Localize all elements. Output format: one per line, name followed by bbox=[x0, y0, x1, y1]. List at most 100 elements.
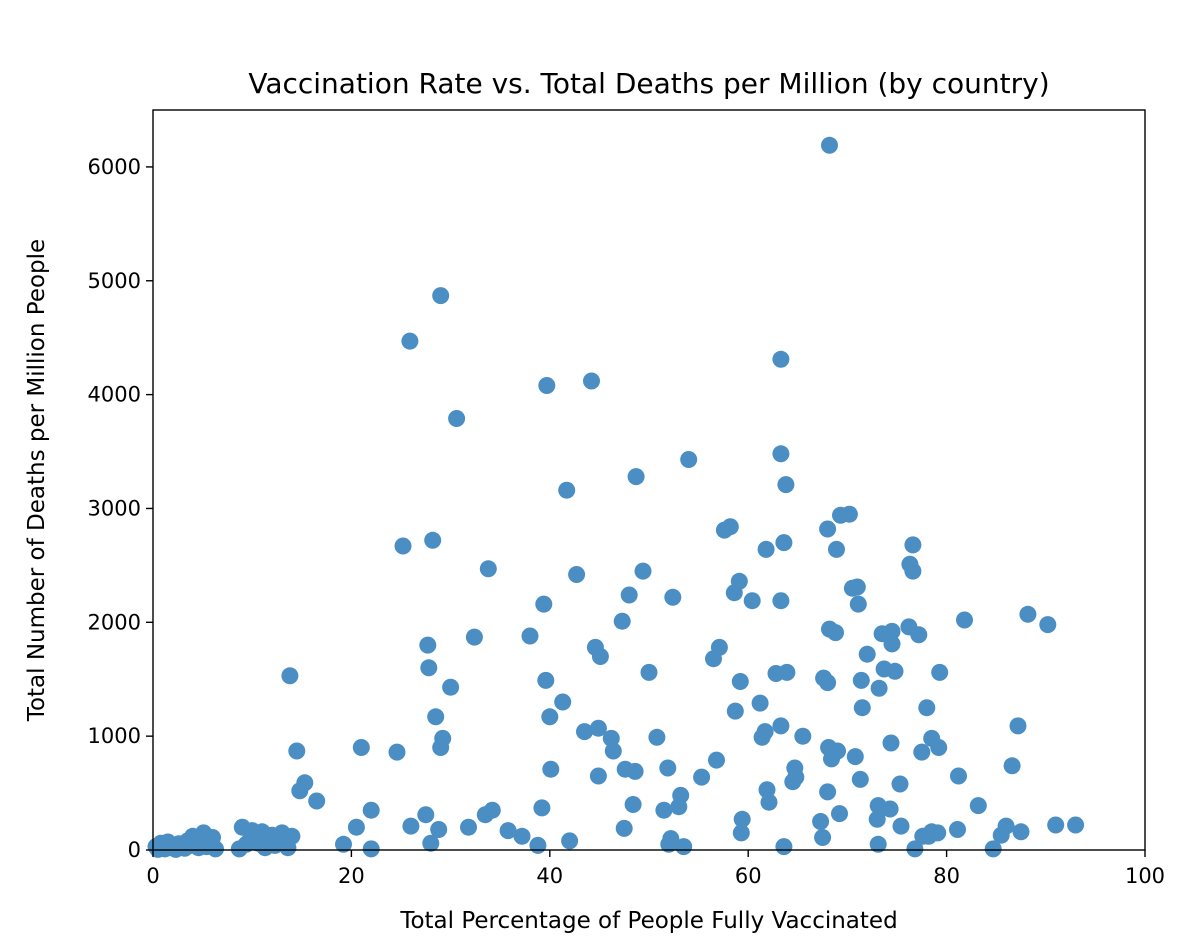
data-point bbox=[984, 840, 1002, 858]
data-point bbox=[420, 659, 438, 677]
data-point bbox=[858, 645, 876, 663]
data-point bbox=[430, 821, 448, 838]
data-point bbox=[708, 751, 725, 769]
data-point bbox=[721, 518, 739, 536]
data-point bbox=[760, 793, 778, 811]
data-point bbox=[910, 626, 928, 644]
data-point bbox=[828, 540, 845, 558]
y-tick-label: 3000 bbox=[88, 496, 141, 520]
data-point bbox=[1019, 605, 1037, 623]
data-point bbox=[733, 810, 751, 828]
data-point bbox=[288, 742, 306, 760]
data-point bbox=[417, 806, 435, 824]
data-point bbox=[819, 783, 837, 801]
data-point bbox=[513, 827, 531, 845]
data-point bbox=[583, 372, 600, 390]
data-point bbox=[819, 520, 837, 538]
data-point bbox=[870, 679, 888, 697]
data-point bbox=[756, 723, 774, 741]
data-point bbox=[362, 840, 380, 858]
data-point bbox=[731, 673, 749, 690]
data-point bbox=[906, 840, 924, 858]
data-point bbox=[542, 760, 560, 778]
data-point bbox=[499, 822, 517, 840]
data-point bbox=[402, 817, 420, 835]
data-point bbox=[918, 699, 936, 717]
data-point bbox=[627, 468, 645, 486]
data-point bbox=[589, 767, 607, 785]
data-point bbox=[434, 729, 452, 747]
data-point bbox=[153, 839, 171, 857]
data-point bbox=[680, 451, 698, 468]
data-point bbox=[533, 799, 551, 817]
data-point bbox=[465, 628, 483, 646]
y-tick-label: 5000 bbox=[88, 269, 141, 293]
data-point bbox=[558, 481, 576, 499]
data-point bbox=[730, 572, 748, 590]
data-point bbox=[777, 476, 795, 494]
data-point bbox=[904, 536, 922, 554]
data-point bbox=[576, 723, 593, 741]
data-point bbox=[352, 739, 370, 756]
y-tick-label: 1000 bbox=[88, 724, 141, 748]
data-point bbox=[664, 588, 682, 606]
data-point bbox=[394, 537, 412, 555]
data-point bbox=[812, 813, 830, 830]
y-tick-label: 0 bbox=[128, 838, 141, 862]
y-tick-label: 6000 bbox=[88, 155, 141, 179]
data-point bbox=[174, 838, 192, 856]
data-point bbox=[602, 729, 620, 747]
data-point bbox=[814, 829, 832, 846]
data-point bbox=[710, 638, 728, 656]
data-point bbox=[851, 770, 869, 788]
data-point bbox=[626, 762, 644, 780]
data-point bbox=[693, 768, 711, 786]
data-point bbox=[881, 800, 899, 818]
data-point bbox=[869, 835, 887, 853]
data-point bbox=[997, 817, 1015, 835]
y-tick-label: 2000 bbox=[88, 610, 141, 634]
data-point bbox=[335, 835, 352, 853]
x-axis-label: Total Percentage of People Fully Vaccina… bbox=[399, 908, 897, 934]
data-point bbox=[775, 838, 793, 856]
x-tick-label: 100 bbox=[1125, 864, 1165, 888]
data-point bbox=[427, 708, 445, 726]
data-point bbox=[853, 699, 871, 717]
data-point bbox=[772, 350, 790, 368]
data-point bbox=[883, 622, 901, 640]
data-point bbox=[1067, 816, 1085, 834]
data-point bbox=[868, 810, 886, 828]
data-point bbox=[648, 728, 666, 746]
data-point bbox=[787, 768, 805, 786]
data-point bbox=[821, 136, 838, 154]
data-point bbox=[442, 678, 460, 696]
data-point bbox=[521, 627, 539, 645]
data-point bbox=[904, 562, 922, 580]
data-point bbox=[537, 671, 555, 689]
data-point bbox=[362, 801, 380, 819]
data-point bbox=[483, 801, 501, 819]
data-point bbox=[1039, 616, 1057, 634]
scatter-points bbox=[147, 136, 1085, 858]
data-point bbox=[849, 595, 867, 613]
data-point bbox=[931, 663, 949, 681]
data-point bbox=[827, 624, 844, 642]
data-point bbox=[1003, 757, 1021, 775]
data-point bbox=[535, 595, 553, 613]
data-point bbox=[794, 727, 812, 745]
data-point bbox=[891, 775, 909, 793]
data-point bbox=[659, 759, 677, 777]
data-point bbox=[308, 792, 326, 810]
data-point bbox=[620, 586, 638, 604]
data-point bbox=[640, 663, 658, 681]
data-point bbox=[819, 674, 837, 692]
data-point bbox=[675, 838, 693, 856]
data-point bbox=[281, 667, 299, 685]
data-point bbox=[772, 592, 790, 610]
data-point bbox=[775, 534, 793, 552]
y-axis: 0 1000 2000 3000 4000 5000 6000 bbox=[88, 155, 153, 862]
data-point bbox=[1009, 717, 1027, 735]
x-tick-label: 40 bbox=[536, 864, 563, 888]
data-point bbox=[554, 693, 572, 711]
